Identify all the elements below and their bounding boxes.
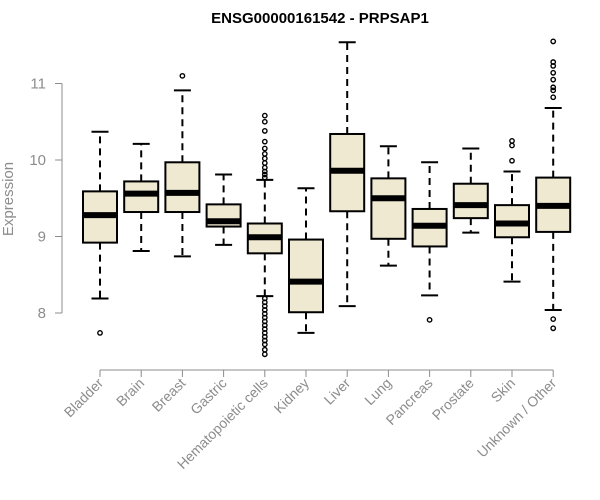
- outlier-point: [550, 76, 557, 83]
- x-tick-label: Skin: [488, 375, 519, 406]
- outlier-point: [97, 329, 103, 336]
- outlier-point: [179, 72, 186, 79]
- box: [123, 180, 160, 214]
- outlier-point: [261, 118, 268, 125]
- y-tick-label: 9: [38, 229, 46, 246]
- x-tick-label: Liver: [321, 375, 354, 408]
- outlier-point: [261, 168, 268, 175]
- outlier-point: [550, 63, 557, 69]
- x-tick-label: Prostate: [429, 375, 477, 423]
- outlier-point: [261, 112, 268, 119]
- box: [164, 161, 201, 214]
- outlier-point: [261, 155, 268, 162]
- y-axis-label: Expression: [0, 162, 17, 236]
- x-tick-label: Breast: [149, 375, 189, 415]
- box: [288, 238, 324, 314]
- x-tick-label: Bladder: [61, 375, 107, 421]
- x-tick-label: Brain: [113, 375, 147, 409]
- outlier-point: [509, 142, 515, 149]
- y-tick-label: 8: [38, 305, 46, 322]
- outlier-point: [261, 160, 268, 166]
- outlier-point: [550, 84, 557, 91]
- outlier-point: [261, 346, 268, 353]
- chart-title: ENSG00000161542 - PRPSAP1: [211, 10, 429, 27]
- box: [452, 182, 489, 220]
- outlier-point: [426, 316, 433, 323]
- outlier-point: [261, 341, 268, 348]
- outlier-point: [261, 138, 268, 145]
- x-tick-label: Lung: [361, 375, 394, 408]
- outlier-point: [261, 174, 268, 181]
- outlier-point: [550, 69, 557, 76]
- y-tick-label: 11: [30, 76, 46, 93]
- outlier-point: [261, 145, 268, 152]
- x-tick-label: Kidney: [271, 375, 313, 417]
- outlier-point: [261, 150, 268, 157]
- outlier-point: [261, 351, 268, 358]
- outlier-point: [550, 38, 557, 45]
- y-tick-label: 10: [29, 152, 46, 169]
- box: [370, 177, 407, 240]
- outlier-point: [550, 87, 557, 94]
- outlier-point: [261, 128, 268, 134]
- outlier-point: [550, 316, 557, 323]
- outlier-point: [550, 94, 557, 101]
- outlier-point: [509, 137, 515, 144]
- outlier-point: [261, 171, 268, 178]
- outlier-point: [550, 325, 557, 332]
- outlier-point: [509, 157, 515, 164]
